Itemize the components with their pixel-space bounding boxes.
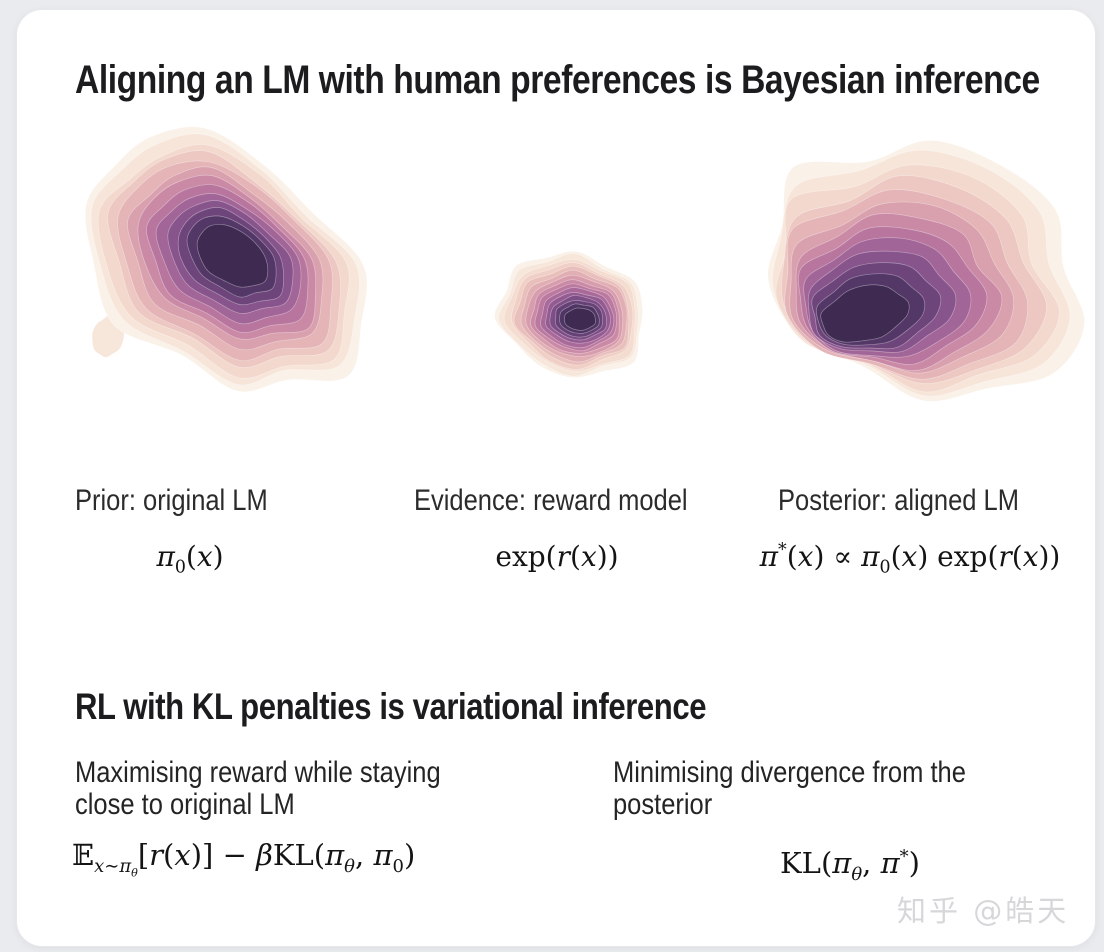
- objective-vi-line1: Minimising divergence from the: [613, 756, 966, 789]
- formula-vi-objective: KL(πθ, π*): [780, 846, 920, 885]
- formula-prior: π0(x): [156, 540, 224, 578]
- formula-evidence: exp(r(x)): [495, 540, 619, 573]
- kde-plot-prior: [70, 108, 380, 433]
- label-posterior: Posterior: aligned LM: [778, 484, 1019, 517]
- section-title-bayesian: Aligning an LM with human preferences is…: [75, 58, 1040, 102]
- kde-plot-evidence: [488, 233, 673, 388]
- objective-rl-line1: Maximising reward while staying: [75, 756, 441, 789]
- objective-vi-description: Minimising divergence from the posterior: [613, 757, 966, 821]
- objective-rl-line2: close to original LM: [75, 788, 295, 821]
- label-evidence: Evidence: reward model: [414, 484, 688, 517]
- kde-contours-posterior-icon: [767, 140, 1085, 402]
- objective-vi-line2: posterior: [613, 788, 713, 821]
- objective-rl-description: Maximising reward while staying close to…: [75, 757, 441, 821]
- kde-contours-prior-icon: [84, 126, 368, 393]
- kde-contours-evidence-icon: [494, 250, 643, 378]
- formula-rl-objective: 𝔼x∼πθ[r(x)] − βKL(πθ, π0): [72, 838, 416, 880]
- kde-plot-posterior: [765, 128, 1095, 433]
- formula-posterior: π*(x) ∝ π0(x) exp(r(x)): [759, 540, 1061, 578]
- section-title-variational: RL with KL penalties is variational infe…: [75, 686, 707, 727]
- watermark: 知乎 @皓天: [897, 894, 1070, 928]
- label-prior: Prior: original LM: [75, 484, 268, 517]
